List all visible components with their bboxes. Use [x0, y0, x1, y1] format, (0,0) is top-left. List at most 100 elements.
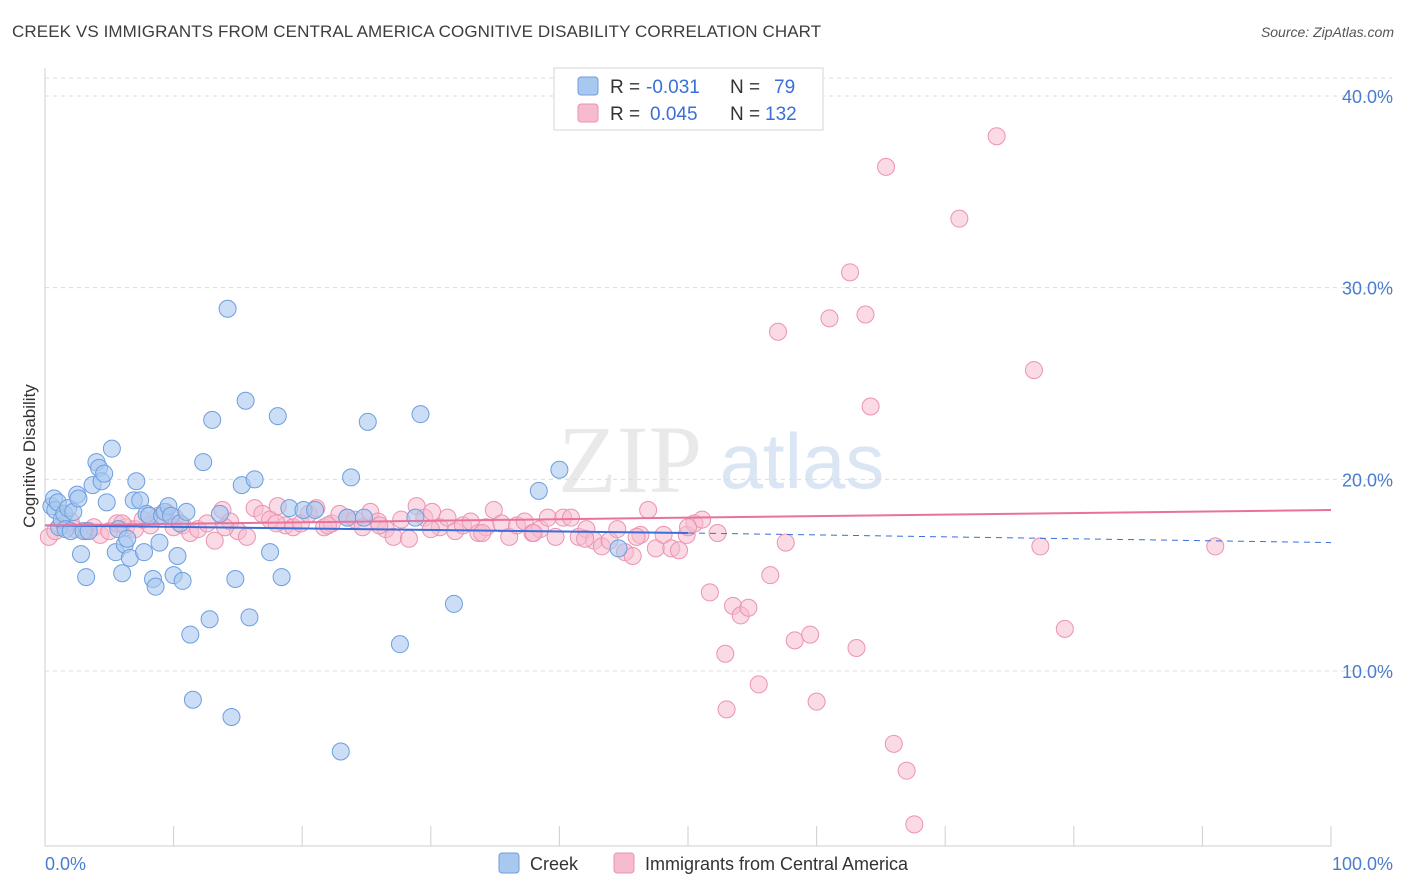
- data-point-immigrants: [785, 631, 804, 650]
- data-point-immigrants: [897, 761, 916, 780]
- data-point-creek: [97, 493, 116, 512]
- data-point-creek: [118, 529, 137, 548]
- data-point-immigrants: [861, 397, 880, 416]
- data-point-immigrants: [318, 516, 337, 535]
- legend-r-value-creek: -0.031: [646, 77, 700, 98]
- data-point-immigrants: [654, 525, 673, 544]
- data-point-creek: [226, 570, 245, 588]
- data-point-creek: [272, 568, 291, 587]
- data-point-creek: [181, 625, 200, 644]
- data-point-creek: [550, 460, 569, 479]
- legend-box: R = -0.031 N = 79 R = 0.045 N = 132: [553, 67, 824, 131]
- legend-n-value-creek: 79: [774, 77, 795, 98]
- data-point-immigrants: [484, 501, 503, 519]
- data-point-creek: [261, 543, 280, 562]
- data-point-creek: [102, 439, 121, 458]
- data-point-immigrants: [639, 501, 658, 519]
- legend-r-value-immigrants: 0.045: [650, 104, 698, 125]
- data-point-creek: [306, 501, 325, 519]
- data-point-immigrants: [576, 529, 595, 548]
- data-point-creek: [113, 564, 132, 583]
- legend-r-label-immigrants: R =: [610, 104, 640, 125]
- data-point-creek: [222, 708, 241, 726]
- x-tick-label: 100.0%: [1332, 854, 1393, 874]
- y-tick-label: 10.0%: [1342, 662, 1393, 682]
- legend-n-value-immigrants: 132: [765, 104, 797, 125]
- data-point-creek: [210, 504, 229, 523]
- data-point-immigrants: [399, 529, 418, 548]
- data-point-immigrants: [820, 309, 839, 328]
- y-tick-label: 40.0%: [1342, 87, 1393, 107]
- data-point-creek: [342, 468, 361, 487]
- data-point-immigrants: [438, 508, 457, 527]
- legend-n-label-immigrants: N =: [730, 104, 760, 125]
- data-point-creek: [72, 545, 91, 564]
- watermark-atlas: atlas: [720, 417, 885, 505]
- data-point-immigrants: [1206, 537, 1225, 556]
- data-point-creek: [127, 472, 146, 491]
- data-point-creek: [218, 299, 237, 318]
- data-point-creek: [609, 539, 628, 558]
- bottom-legend: Creek Immigrants from Central America: [498, 852, 909, 874]
- data-point-creek: [173, 571, 192, 590]
- data-point-immigrants: [884, 734, 903, 753]
- data-point-immigrants: [627, 527, 646, 546]
- data-point-creek: [338, 508, 357, 527]
- data-point-immigrants: [769, 322, 788, 341]
- data-point-immigrants: [877, 157, 896, 176]
- bottom-legend-swatch-creek: [498, 852, 520, 874]
- data-point-immigrants: [847, 639, 866, 657]
- x-tick-labels: 0.0% 100.0%: [45, 854, 1393, 874]
- data-point-immigrants: [1055, 619, 1074, 638]
- bottom-legend-swatch-immigrants: [613, 852, 635, 874]
- data-point-creek: [354, 508, 373, 527]
- data-point-immigrants: [776, 533, 795, 552]
- data-point-creek: [358, 412, 377, 431]
- data-point-immigrants: [950, 209, 969, 228]
- y-tick-label: 20.0%: [1342, 470, 1393, 490]
- data-point-creek: [194, 453, 213, 472]
- data-point-creek: [146, 577, 165, 596]
- data-point-creek: [406, 508, 425, 527]
- data-point-immigrants: [679, 518, 697, 537]
- data-point-immigrants: [708, 524, 727, 542]
- chart-title: CREEK VS IMMIGRANTS FROM CENTRAL AMERICA…: [12, 22, 822, 41]
- data-point-immigrants: [807, 692, 826, 711]
- trend-lines: [44, 509, 1332, 544]
- data-point-immigrants: [693, 510, 712, 529]
- data-point-creek: [444, 594, 463, 613]
- legend-swatch-immigrants: [577, 103, 599, 123]
- data-point-creek: [177, 502, 196, 521]
- data-point-immigrants: [856, 305, 875, 324]
- data-point-immigrants: [205, 531, 224, 550]
- data-point-creek: [240, 608, 259, 627]
- data-point-immigrants: [423, 502, 442, 521]
- data-point-immigrants: [700, 583, 719, 602]
- bottom-legend-label-immigrants: Immigrants from Central America: [645, 854, 909, 874]
- data-point-creek: [411, 405, 430, 424]
- data-point-creek: [236, 391, 255, 410]
- legend-n-label-creek: N =: [730, 77, 760, 98]
- y-tick-labels: 10.0% 20.0% 30.0% 40.0%: [1342, 87, 1393, 682]
- data-point-immigrants: [739, 598, 758, 617]
- data-point-immigrants: [717, 700, 736, 719]
- data-point-creek: [77, 568, 96, 587]
- watermark-zip: ZIP: [558, 406, 702, 513]
- data-point-creek: [245, 470, 264, 489]
- data-point-creek: [200, 610, 219, 629]
- data-point-immigrants: [841, 263, 860, 282]
- trend-line-immigrants: [44, 509, 1332, 527]
- trend-line-creek: [44, 524, 689, 534]
- data-point-immigrants: [237, 527, 256, 546]
- x-tick-label: 0.0%: [45, 854, 86, 874]
- data-point-creek: [95, 464, 114, 483]
- legend-r-label-creek: R =: [610, 77, 640, 98]
- trend-line-creek-extension: [687, 532, 1332, 544]
- data-point-creek: [150, 533, 169, 552]
- data-point-creek: [135, 543, 154, 562]
- legend-frame: [553, 67, 824, 131]
- data-point-immigrants: [669, 541, 688, 560]
- data-point-immigrants: [716, 644, 735, 663]
- bottom-legend-label-creek: Creek: [530, 854, 579, 874]
